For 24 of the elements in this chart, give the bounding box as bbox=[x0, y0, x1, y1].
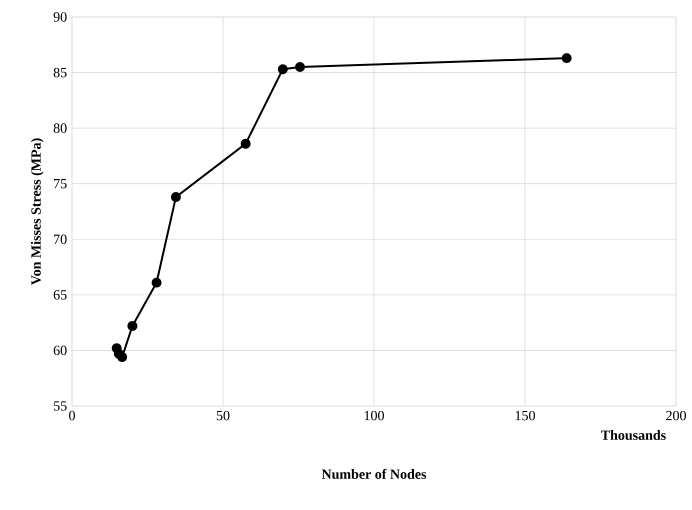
y-tick-label: 85 bbox=[54, 68, 67, 78]
y-axis-title: Von Misses Stress (MPa) bbox=[30, 138, 44, 286]
y-tick-label: 75 bbox=[54, 179, 67, 188]
point bbox=[117, 352, 128, 362]
point bbox=[152, 278, 162, 288]
y-tick-label: 70 bbox=[54, 234, 67, 244]
x-tick-label: 150 bbox=[516, 410, 535, 420]
point bbox=[240, 138, 251, 149]
y-tick-label: 60 bbox=[54, 346, 67, 356]
y-tick-label: 65 bbox=[54, 290, 67, 300]
x-axis-title: Number of Nodes bbox=[322, 468, 426, 479]
y-tick-label: 55 bbox=[54, 401, 67, 411]
point bbox=[127, 320, 138, 331]
x-tick-label: 100 bbox=[364, 410, 384, 420]
text: Thousands bbox=[600, 430, 666, 440]
x-tick-label: 200 bbox=[666, 410, 686, 420]
point bbox=[170, 192, 181, 202]
x-tick-label: 50 bbox=[216, 410, 230, 420]
y-tick-label: 90 bbox=[54, 12, 67, 22]
x-tick-label: 0 bbox=[69, 410, 75, 420]
point bbox=[278, 64, 288, 74]
point bbox=[295, 62, 306, 72]
y-tick-label: 80 bbox=[54, 123, 67, 133]
point bbox=[562, 53, 572, 64]
